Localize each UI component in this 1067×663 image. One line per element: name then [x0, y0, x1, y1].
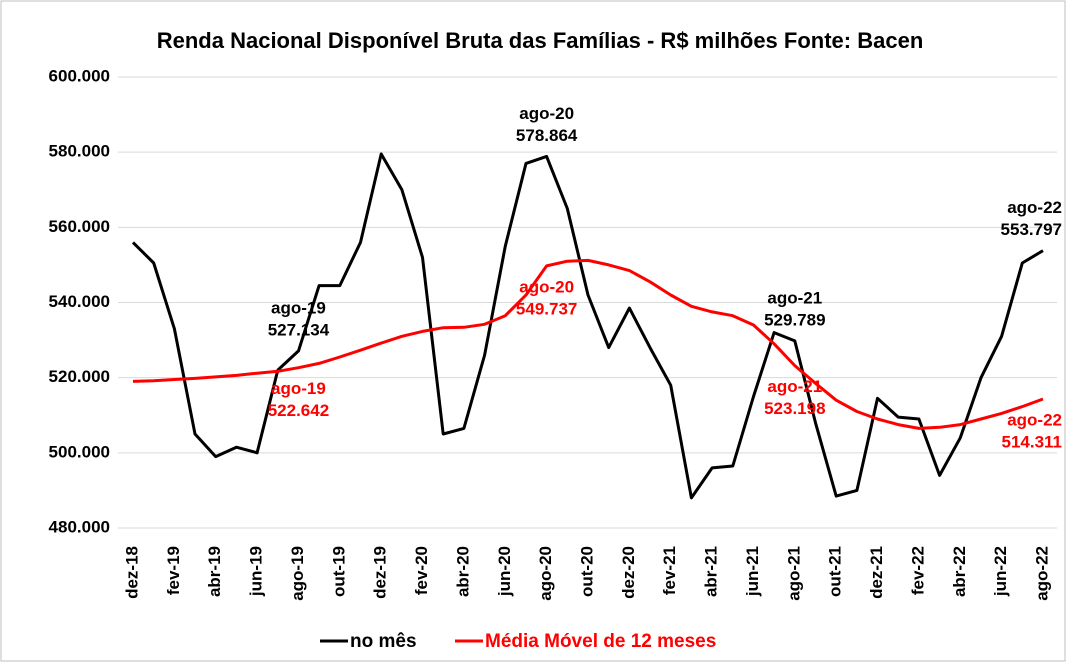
data-label: 514.311 — [1001, 433, 1062, 452]
x-tick-label: dez-19 — [371, 546, 390, 599]
x-tick-label: dez-18 — [122, 546, 141, 599]
annotation-date: ago-22 — [1007, 198, 1062, 217]
y-tick-label: 600.000 — [49, 66, 110, 85]
data-label: 553.797 — [1001, 220, 1062, 239]
data-label: 522.642 — [268, 401, 329, 420]
y-tick-label: 560.000 — [49, 217, 110, 236]
data-label: 523.198 — [764, 399, 825, 418]
chart-title: Renda Nacional Disponível Bruta das Famí… — [157, 28, 924, 53]
legend-label: Média Móvel de 12 meses — [485, 631, 716, 652]
x-tick-label: fev-22 — [908, 546, 927, 595]
x-tick-label: abr-19 — [205, 546, 224, 597]
x-tick-label: out-21 — [826, 546, 845, 597]
x-tick-label: ago-21 — [784, 546, 803, 601]
x-tick-label: out-20 — [577, 546, 596, 597]
x-tick-label: dez-21 — [867, 546, 886, 599]
annotation-date: ago-21 — [767, 377, 822, 396]
data-label: 529.789 — [764, 310, 825, 329]
x-tick-label: fev-20 — [412, 546, 431, 595]
y-tick-label: 520.000 — [49, 367, 110, 386]
x-tick-label: jun-22 — [991, 546, 1010, 597]
annotation-date: ago-19 — [271, 379, 326, 398]
annotation-date: ago-20 — [519, 277, 574, 296]
y-tick-label: 540.000 — [49, 292, 110, 311]
data-label: 549.737 — [516, 299, 577, 318]
y-tick-label: 580.000 — [49, 142, 110, 161]
x-tick-label: jun-21 — [743, 546, 762, 597]
data-label: 527.134 — [268, 320, 330, 339]
x-tick-label: abr-21 — [702, 546, 721, 597]
x-tick-label: abr-20 — [453, 546, 472, 597]
annotation-date: ago-19 — [271, 298, 326, 317]
x-tick-label: ago-20 — [536, 546, 555, 601]
y-tick-label: 480.000 — [49, 517, 110, 536]
annotation-date: ago-21 — [767, 288, 822, 307]
legend-label: no mês — [350, 631, 417, 652]
x-tick-label: jun-20 — [495, 546, 514, 597]
x-tick-label: fev-19 — [164, 546, 183, 595]
series-line — [132, 258, 1044, 430]
annotation-date: ago-22 — [1007, 411, 1062, 430]
x-tick-label: abr-22 — [950, 546, 969, 597]
x-tick-label: out-19 — [329, 546, 348, 597]
x-tick-label: ago-22 — [1032, 546, 1051, 601]
series-line — [131, 152, 1044, 500]
y-tick-label: 500.000 — [49, 442, 110, 461]
x-tick-label: dez-20 — [619, 546, 638, 599]
x-tick-label: jun-19 — [247, 546, 266, 597]
data-label: 578.864 — [516, 126, 578, 145]
x-tick-label: fev-21 — [660, 546, 679, 595]
x-tick-label: ago-19 — [288, 546, 307, 601]
annotation-date: ago-20 — [519, 104, 574, 123]
